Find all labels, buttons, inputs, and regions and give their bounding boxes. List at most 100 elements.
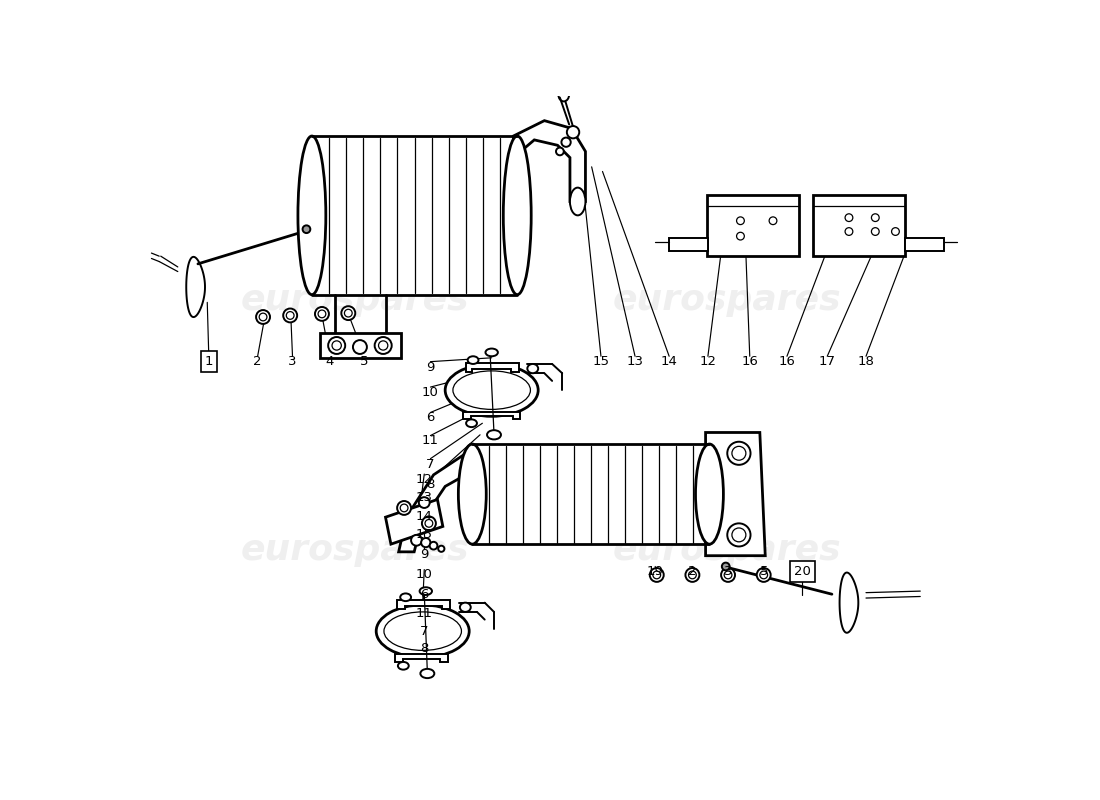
Text: 4: 4	[326, 355, 334, 368]
Text: 12: 12	[416, 473, 432, 486]
Ellipse shape	[527, 364, 538, 373]
Text: 2: 2	[689, 566, 696, 578]
Text: 7: 7	[426, 458, 434, 470]
Ellipse shape	[566, 126, 580, 138]
Text: 16: 16	[741, 355, 758, 368]
Ellipse shape	[722, 568, 735, 582]
Ellipse shape	[315, 307, 329, 321]
Ellipse shape	[737, 217, 745, 225]
Ellipse shape	[722, 562, 729, 570]
Ellipse shape	[260, 313, 267, 321]
Text: 10: 10	[416, 569, 432, 582]
Text: 11: 11	[422, 434, 439, 447]
Ellipse shape	[376, 605, 470, 658]
Text: 7: 7	[420, 625, 429, 638]
Ellipse shape	[559, 87, 569, 102]
Bar	[904, 238, 944, 250]
Ellipse shape	[570, 188, 585, 215]
Polygon shape	[385, 499, 443, 544]
Bar	[813, 194, 905, 256]
Text: 9: 9	[427, 361, 434, 374]
Bar	[707, 194, 799, 256]
Ellipse shape	[430, 542, 438, 550]
Ellipse shape	[298, 136, 326, 294]
Text: 1: 1	[205, 355, 213, 368]
Text: 6: 6	[427, 411, 434, 424]
Text: 3: 3	[288, 355, 297, 368]
Polygon shape	[514, 121, 585, 202]
Text: 19: 19	[647, 566, 663, 578]
Text: 8: 8	[427, 478, 434, 491]
Ellipse shape	[283, 309, 297, 322]
Ellipse shape	[466, 419, 477, 427]
Text: 5: 5	[759, 566, 768, 578]
Ellipse shape	[685, 568, 700, 582]
Ellipse shape	[727, 523, 750, 546]
Ellipse shape	[485, 349, 498, 356]
Ellipse shape	[286, 312, 294, 319]
Ellipse shape	[411, 535, 422, 546]
Text: eurospares: eurospares	[240, 534, 469, 567]
Ellipse shape	[384, 612, 462, 650]
Ellipse shape	[695, 444, 724, 544]
Ellipse shape	[400, 504, 408, 512]
Ellipse shape	[438, 546, 444, 552]
Text: eurospares: eurospares	[613, 283, 840, 317]
Ellipse shape	[446, 364, 538, 416]
Ellipse shape	[737, 232, 745, 240]
Ellipse shape	[845, 214, 853, 222]
Text: 13: 13	[627, 355, 644, 368]
Text: 14: 14	[416, 510, 432, 523]
Text: 5: 5	[361, 355, 368, 368]
Ellipse shape	[650, 568, 663, 582]
Ellipse shape	[425, 519, 432, 527]
Ellipse shape	[341, 306, 355, 320]
Ellipse shape	[871, 214, 879, 222]
Ellipse shape	[487, 430, 500, 439]
Polygon shape	[839, 573, 858, 633]
Text: 20: 20	[794, 566, 811, 578]
Text: eurospares: eurospares	[613, 534, 840, 567]
Ellipse shape	[453, 371, 530, 410]
Text: 18: 18	[858, 355, 874, 368]
Ellipse shape	[769, 217, 777, 225]
Ellipse shape	[504, 136, 531, 294]
Text: 16: 16	[779, 355, 795, 368]
Ellipse shape	[757, 568, 771, 582]
Text: 3: 3	[724, 566, 733, 578]
Ellipse shape	[421, 538, 430, 547]
Ellipse shape	[732, 528, 746, 542]
Ellipse shape	[459, 444, 486, 544]
Polygon shape	[395, 654, 448, 662]
Ellipse shape	[302, 226, 310, 233]
Polygon shape	[186, 257, 205, 317]
Text: 15: 15	[416, 529, 432, 542]
Text: 12: 12	[700, 355, 716, 368]
Ellipse shape	[724, 571, 732, 578]
Text: 14: 14	[661, 355, 678, 368]
Ellipse shape	[419, 587, 432, 595]
Text: 10: 10	[422, 386, 439, 399]
Polygon shape	[397, 600, 450, 609]
Text: 13: 13	[416, 491, 432, 505]
Bar	[472, 444, 710, 544]
Text: 9: 9	[420, 549, 428, 562]
Text: 11: 11	[416, 607, 432, 620]
Ellipse shape	[760, 571, 768, 578]
Text: 15: 15	[593, 355, 609, 368]
Ellipse shape	[420, 669, 434, 678]
Ellipse shape	[422, 517, 436, 530]
Ellipse shape	[375, 337, 392, 354]
Ellipse shape	[689, 571, 696, 578]
Ellipse shape	[732, 446, 746, 460]
Ellipse shape	[561, 138, 571, 147]
Ellipse shape	[397, 501, 411, 515]
Ellipse shape	[332, 341, 341, 350]
Ellipse shape	[318, 310, 326, 318]
Ellipse shape	[353, 340, 367, 354]
Polygon shape	[463, 412, 520, 419]
Ellipse shape	[468, 356, 478, 364]
Ellipse shape	[328, 337, 345, 354]
Text: 6: 6	[420, 589, 428, 602]
Ellipse shape	[653, 571, 661, 578]
